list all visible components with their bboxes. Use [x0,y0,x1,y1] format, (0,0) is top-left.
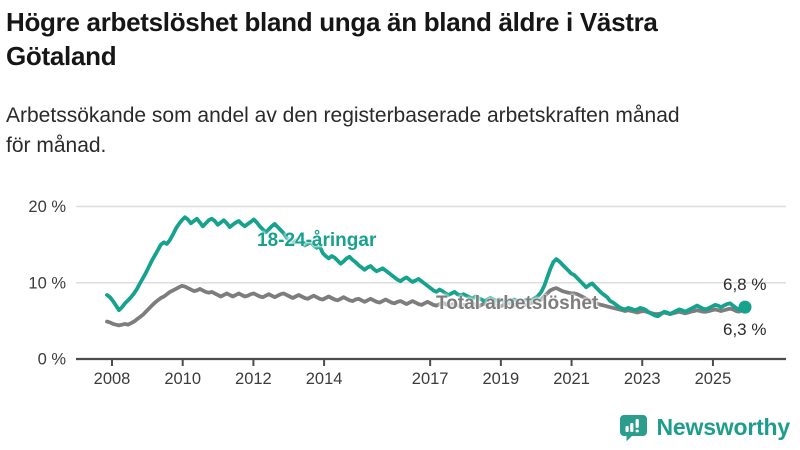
y-axis-tick-label: 10 % [28,274,66,292]
end-value-youth: 6,8 % [723,275,767,294]
series-label-youth: 18-24-åringar [257,230,377,251]
x-axis-tick-label: 2008 [94,370,131,388]
newsworthy-logo-text: Newsworthy [656,414,791,440]
newsworthy-logo-icon [619,415,647,442]
chart-canvas: 0 % 10 % 20 % 2008 2010 2012 2014 2017 2019 2021 2… [28,198,786,388]
series-label-total: Total arbetslöshet [436,293,599,314]
x-axis-tick-label: 2014 [306,370,343,388]
series-end-dot [738,300,752,314]
x-axis-tick-label: 2012 [235,370,272,388]
series-line [105,215,747,319]
chart-subtitle: Arbetssökande som andel av den registerb… [6,103,680,157]
series-line [105,283,747,328]
chart-title: Högre arbetslöshet bland unga än bland ä… [6,7,658,71]
end-value-total: 6,3 % [723,320,767,339]
y-axis-tick-label: 0 % [38,351,67,369]
chart-header: Högre arbetslöshet bland unga än bland ä… [6,0,796,161]
x-axis-tick-label: 2023 [624,370,661,388]
newsworthy-logo: Newsworthy [618,412,790,443]
y-axis-tick-label: 20 % [28,198,66,216]
x-axis-tick-label: 2021 [553,370,590,388]
x-axis-tick-label: 2010 [164,370,201,388]
x-axis-tick-label: 2017 [412,370,449,388]
x-axis-tick-label: 2025 [695,370,732,388]
line-chart: 0 % 10 % 20 % 2008 2010 2012 2014 2017 2019 2021 2… [0,185,800,400]
x-axis-tick-label: 2019 [482,370,519,388]
